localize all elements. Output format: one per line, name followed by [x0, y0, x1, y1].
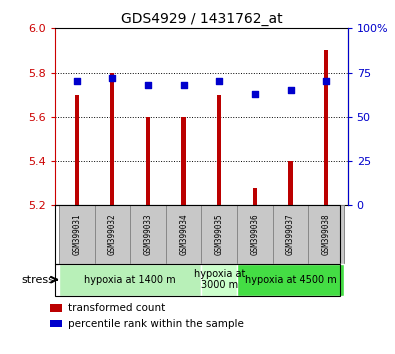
Point — [145, 82, 151, 88]
Bar — [237, 205, 273, 264]
Bar — [59, 264, 201, 296]
Bar — [51, 304, 62, 312]
Text: GSM399036: GSM399036 — [250, 214, 260, 255]
Point — [288, 87, 294, 93]
Bar — [201, 205, 237, 264]
Text: GSM399038: GSM399038 — [322, 214, 331, 255]
Text: GSM399035: GSM399035 — [215, 214, 224, 255]
Bar — [288, 161, 293, 205]
Point — [323, 79, 329, 84]
Point — [109, 75, 115, 81]
Point — [181, 82, 187, 88]
Text: percentile rank within the sample: percentile rank within the sample — [68, 319, 244, 329]
Text: hypoxia at 4500 m: hypoxia at 4500 m — [245, 275, 337, 285]
Bar — [75, 95, 79, 205]
Point — [252, 91, 258, 97]
Bar — [324, 50, 328, 205]
Bar — [237, 264, 344, 296]
Text: GSM399037: GSM399037 — [286, 214, 295, 255]
Text: GSM399031: GSM399031 — [72, 214, 81, 255]
Bar — [217, 95, 222, 205]
Bar — [308, 205, 344, 264]
Point — [216, 79, 222, 84]
Text: GSM399034: GSM399034 — [179, 214, 188, 255]
Point — [73, 79, 80, 84]
Text: GSM399033: GSM399033 — [143, 214, 152, 255]
Title: GDS4929 / 1431762_at: GDS4929 / 1431762_at — [120, 12, 282, 26]
Text: transformed count: transformed count — [68, 303, 166, 313]
Bar — [94, 205, 130, 264]
Bar — [110, 73, 115, 205]
Bar — [253, 188, 257, 205]
Text: GSM399032: GSM399032 — [108, 214, 117, 255]
Bar — [201, 264, 237, 296]
Bar — [59, 205, 94, 264]
Text: hypoxia at 1400 m: hypoxia at 1400 m — [85, 275, 176, 285]
Bar — [181, 117, 186, 205]
Text: hypoxia at
3000 m: hypoxia at 3000 m — [194, 269, 245, 291]
Bar — [166, 205, 201, 264]
Bar — [273, 205, 308, 264]
Bar — [130, 205, 166, 264]
Bar — [51, 320, 62, 327]
Bar — [146, 117, 150, 205]
Text: stress: stress — [22, 275, 55, 285]
